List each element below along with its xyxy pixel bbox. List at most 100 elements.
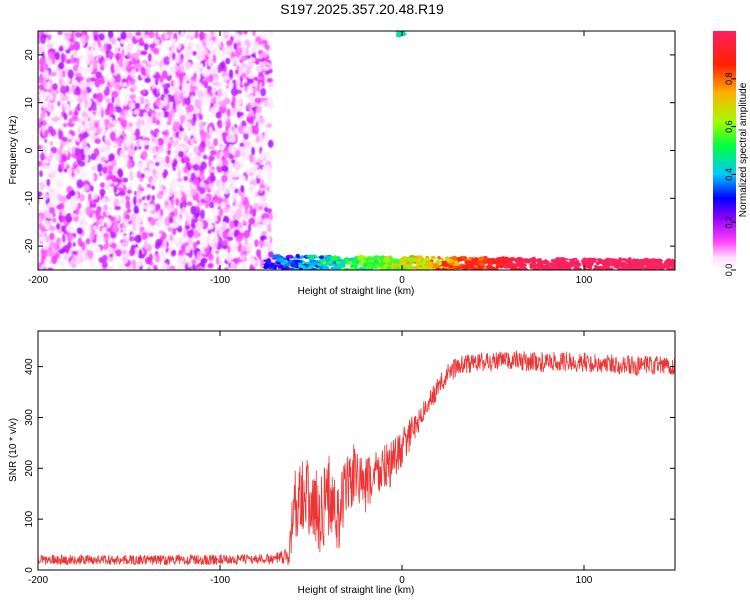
heatmap-cell — [107, 164, 114, 170]
heatmap-cell — [38, 135, 43, 146]
heatmap-cell — [83, 171, 89, 176]
heatmap-cell — [149, 140, 156, 148]
heatmap-cell — [57, 31, 63, 36]
heatmap-cell — [221, 46, 226, 57]
heatmap-cell — [227, 81, 234, 90]
heatmap-cell — [81, 241, 86, 251]
heatmap-cell — [199, 55, 204, 60]
heatmap-cell — [73, 161, 77, 167]
heatmap-cell — [220, 91, 228, 98]
heatmap-cell — [330, 256, 337, 259]
heatmap-cell — [204, 247, 210, 255]
heatmap-cell — [192, 163, 200, 171]
heatmap-cell — [478, 256, 484, 262]
spectrogram-y-tick-label: -20 — [24, 238, 35, 253]
heatmap-cell — [158, 111, 165, 119]
heatmap-cell — [49, 151, 54, 159]
spectrogram-y-label: Frequency (Hz) — [8, 116, 19, 185]
heatmap-cell — [171, 249, 177, 256]
heatmap-cell — [111, 174, 117, 183]
heatmap-cell — [105, 43, 112, 51]
heatmap-cell — [99, 217, 104, 225]
heatmap-cell — [621, 258, 627, 262]
heatmap-cell — [146, 120, 153, 128]
heatmap-cell — [68, 110, 73, 116]
heatmap-cell — [104, 140, 111, 146]
heatmap-cell — [47, 93, 55, 101]
heatmap-cell — [98, 265, 102, 270]
heatmap-cell — [261, 140, 266, 148]
heatmap-cell — [177, 237, 184, 246]
heatmap-cell — [68, 200, 73, 209]
heatmap-cell — [167, 149, 172, 156]
heatmap-cell — [76, 90, 81, 96]
heatmap-cell — [464, 260, 471, 265]
heatmap-cell — [84, 155, 89, 164]
heatmap-cell — [87, 193, 92, 203]
heatmap-cell — [43, 79, 47, 86]
heatmap-cell — [231, 102, 236, 110]
heatmap-cell — [157, 192, 163, 200]
heatmap-cell — [309, 267, 318, 270]
heatmap-cell — [383, 263, 388, 268]
heatmap-cell — [612, 258, 618, 262]
heatmap-cell — [162, 188, 168, 195]
heatmap-cell — [38, 31, 42, 39]
heatmap-cell — [107, 102, 114, 110]
heatmap-cell — [238, 66, 243, 75]
colorbar-tick-label: 0.6 — [724, 120, 734, 133]
heatmap-cell — [143, 43, 149, 51]
heatmap-cell — [264, 132, 269, 141]
heatmap-cell — [43, 164, 49, 170]
snr-x-tick-label: 100 — [576, 575, 593, 586]
heatmap-cell — [380, 267, 385, 270]
heatmap-cell — [154, 39, 160, 45]
heatmap-cell — [237, 243, 242, 253]
heatmap-cell — [71, 59, 77, 64]
heatmap-cell — [173, 121, 178, 130]
heatmap-cell — [167, 113, 173, 123]
heatmap-cell — [78, 160, 86, 167]
heatmap-cell — [196, 138, 202, 144]
heatmap-cell — [224, 31, 230, 37]
heatmap-cell — [90, 230, 95, 241]
heatmap-cell — [122, 104, 130, 112]
heatmap-cell — [138, 202, 145, 208]
heatmap-cell — [610, 267, 614, 270]
heatmap-cell — [38, 150, 41, 161]
heatmap-cell — [157, 185, 164, 192]
heatmap-cell — [154, 265, 158, 270]
heatmap-cell — [198, 32, 205, 40]
heatmap-cell — [146, 206, 150, 214]
heatmap-cell — [165, 209, 171, 215]
heatmap-cell — [93, 147, 100, 157]
heatmap-cell — [244, 237, 248, 247]
heatmap-cell — [54, 163, 59, 170]
heatmap-cell — [121, 49, 125, 58]
heatmap-cell — [142, 89, 146, 95]
heatmap-cell — [179, 58, 184, 64]
heatmap-cell — [126, 159, 133, 170]
heatmap-cell — [267, 31, 271, 38]
heatmap-cell — [63, 168, 68, 173]
heatmap-cell — [239, 31, 246, 35]
heatmap-cell — [56, 204, 63, 210]
heatmap-cell — [198, 114, 203, 121]
heatmap-cell — [38, 96, 41, 102]
heatmap-cell — [62, 95, 70, 102]
heatmap-cell — [144, 77, 151, 84]
heatmap-cell — [443, 263, 450, 267]
heatmap-cell — [202, 154, 208, 160]
heatmap-cell — [139, 160, 147, 166]
heatmap-cell — [175, 54, 181, 64]
heatmap-cell — [121, 177, 129, 183]
heatmap-cell — [155, 71, 160, 81]
heatmap-cell — [435, 259, 441, 264]
heatmap-band-region — [263, 253, 675, 270]
heatmap-cell — [111, 78, 116, 84]
heatmap-cell — [223, 150, 231, 159]
heatmap-cell — [618, 257, 623, 262]
heatmap-cell — [134, 128, 141, 139]
heatmap-cell — [249, 265, 256, 270]
heatmap-cell — [173, 159, 178, 167]
